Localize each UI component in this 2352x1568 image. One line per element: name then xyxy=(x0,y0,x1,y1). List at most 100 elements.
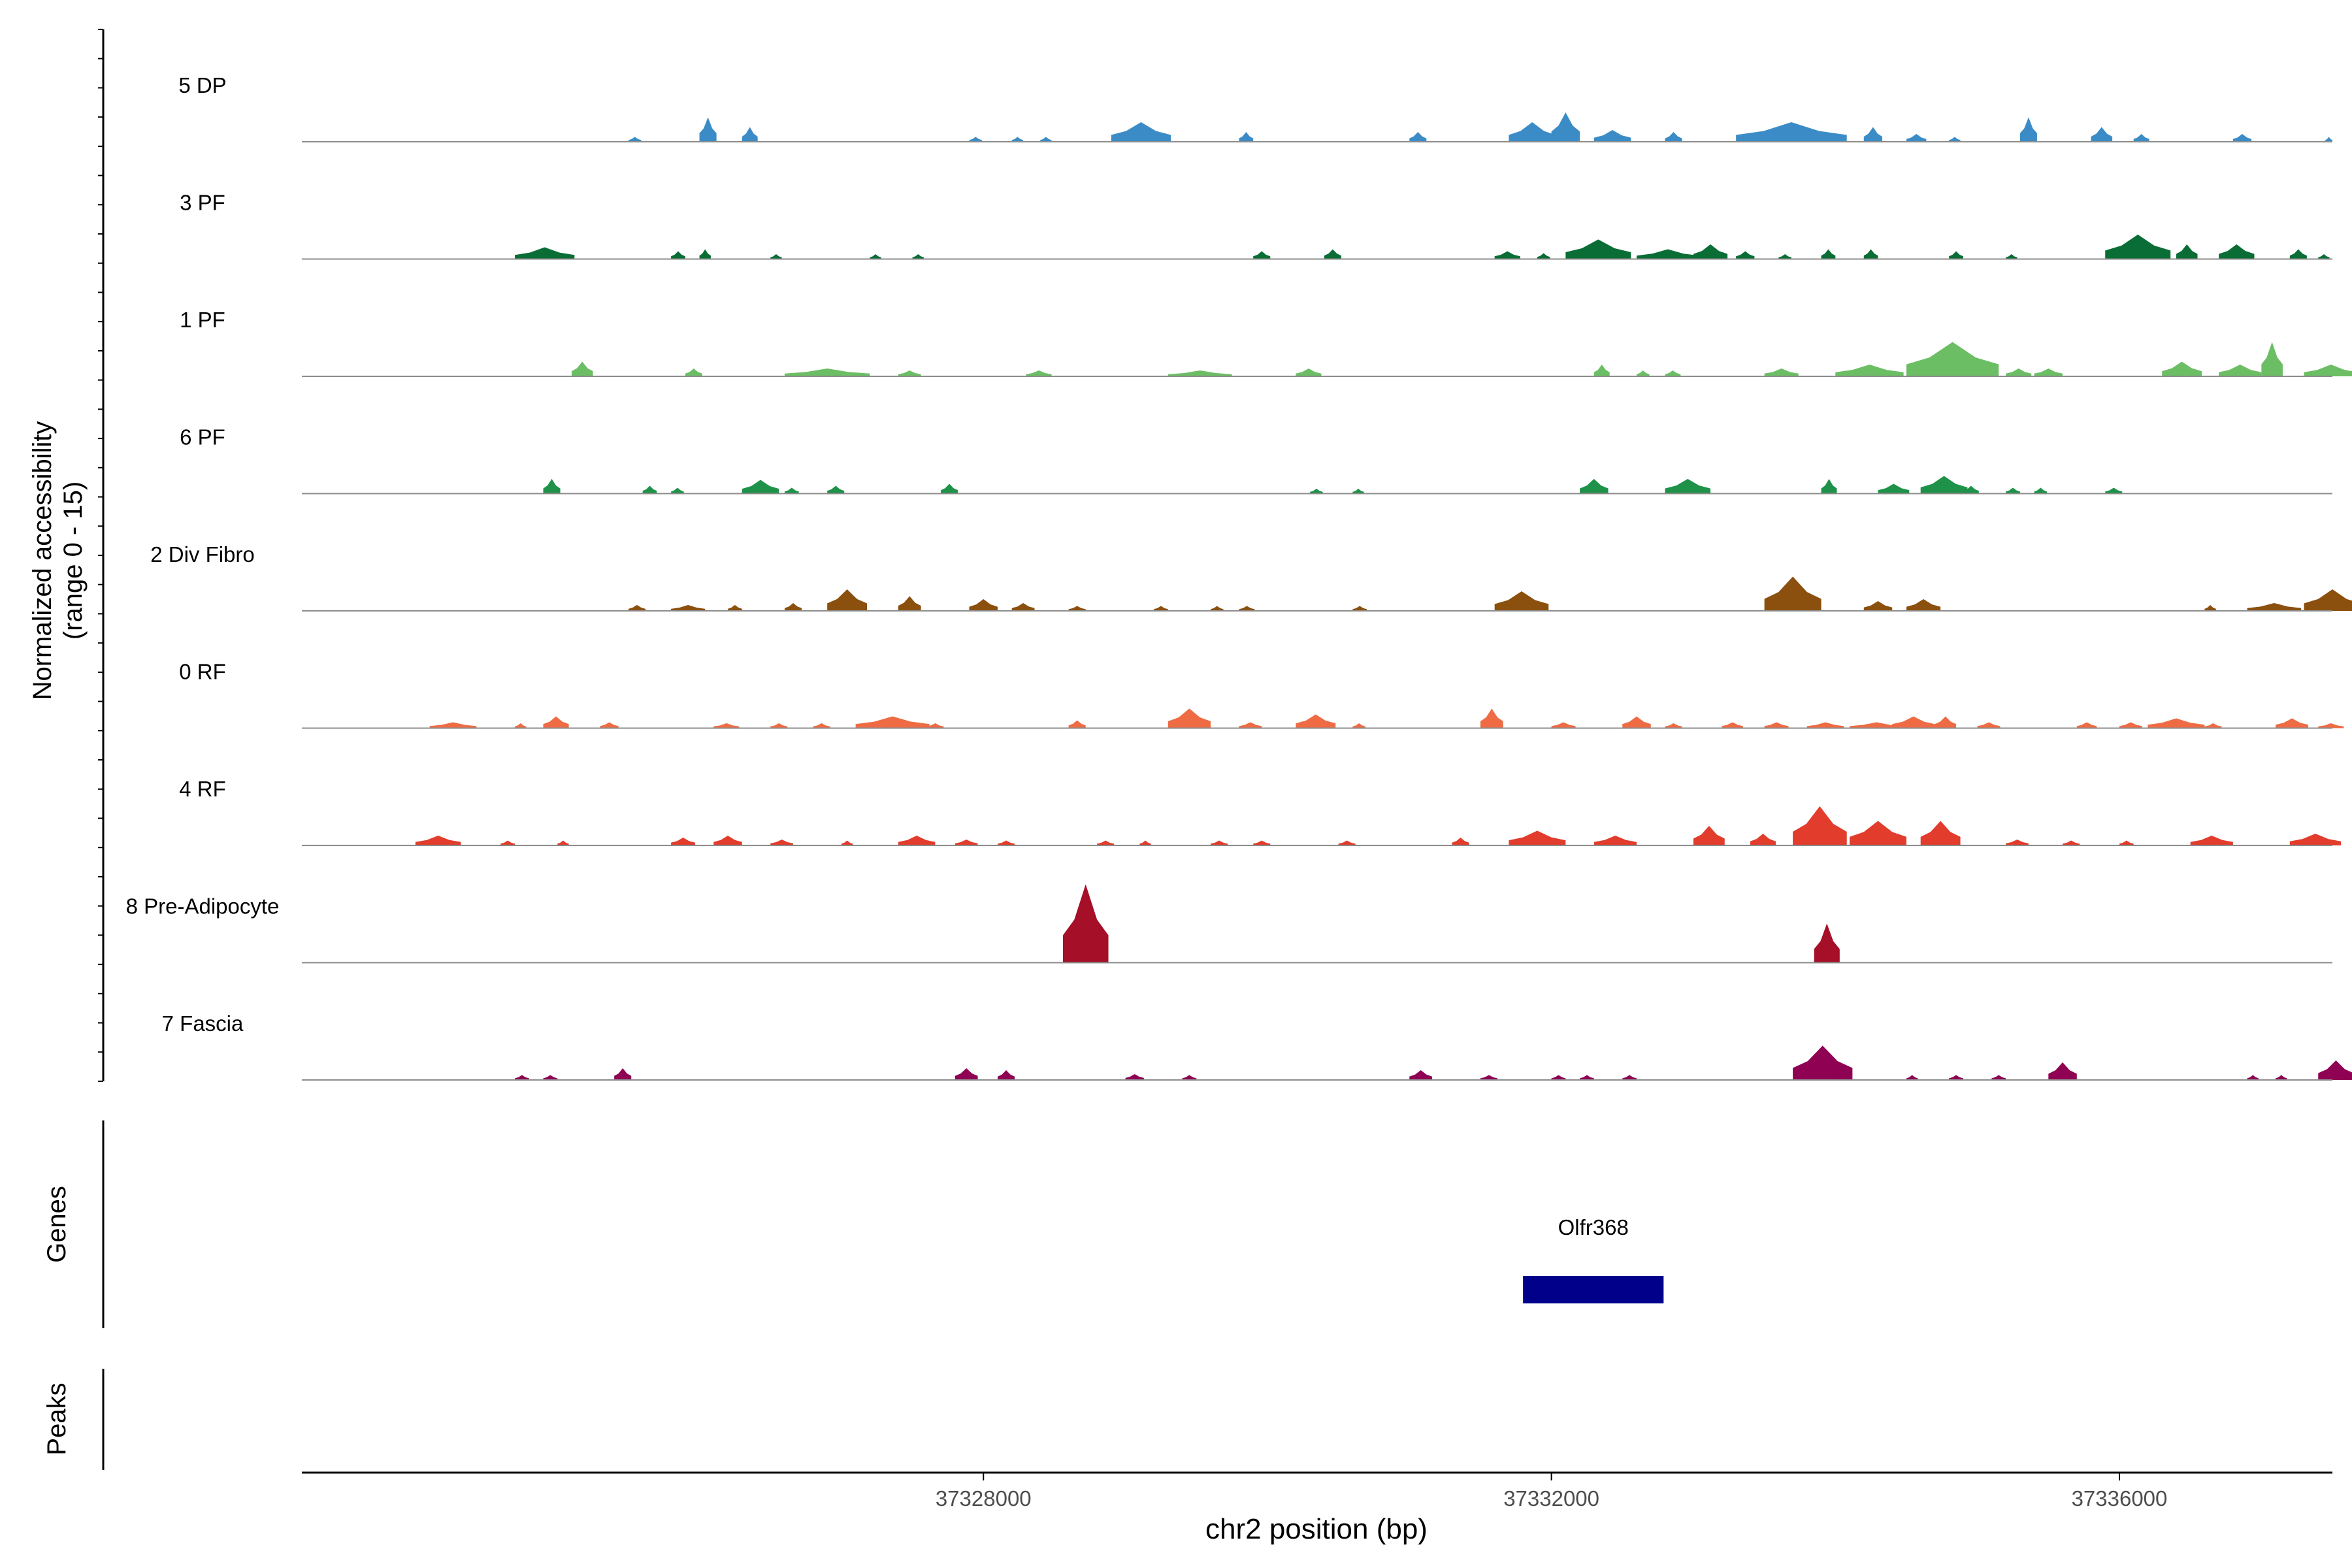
coverage-peak xyxy=(2119,840,2134,845)
coverage-peak xyxy=(571,361,593,376)
coverage-peak xyxy=(543,716,569,728)
coverage-peak xyxy=(1593,130,1631,142)
coverage-peak xyxy=(671,251,685,259)
coverage-peak xyxy=(1821,479,1837,494)
coverage-peak xyxy=(1892,716,1935,728)
track-3-pf: 3 PF xyxy=(180,191,2332,260)
coverage-peak xyxy=(2219,244,2255,259)
coverage-peak xyxy=(713,723,740,728)
coverage-peak xyxy=(2261,342,2283,376)
coverage-peak xyxy=(699,249,711,259)
coverage-peak xyxy=(1835,1070,1850,1080)
coverage-peak xyxy=(2006,840,2029,845)
coverage-peak xyxy=(557,840,569,845)
coverage-peak xyxy=(614,1068,632,1080)
coverage-peak xyxy=(515,723,527,728)
coverage-peak xyxy=(2318,1060,2352,1080)
coverage-peak xyxy=(2119,722,2142,728)
coverage-peak xyxy=(2162,361,2202,376)
coverage-peak xyxy=(1693,244,1728,259)
coverage-peak xyxy=(429,722,477,728)
coverage-peak xyxy=(1806,722,1844,728)
coverage-peak xyxy=(1565,239,1631,259)
coverage-peak xyxy=(1551,1075,1566,1080)
coverage-peak xyxy=(1239,606,1255,611)
coverage-peak xyxy=(1062,884,1109,963)
coverage-peak xyxy=(1182,1075,1197,1080)
coverage-peak xyxy=(1480,1075,1498,1080)
coverage-peak xyxy=(1125,1074,1144,1080)
coverage-peak xyxy=(898,836,936,845)
coverage-peak xyxy=(1693,826,1725,845)
coverage-peak xyxy=(1863,601,1893,611)
coverage-peak xyxy=(1494,591,1549,611)
coverage-peak xyxy=(2148,718,2205,728)
coverage-peak xyxy=(813,723,830,728)
coverage-peak xyxy=(898,596,921,611)
coverage-peak xyxy=(2034,368,2063,376)
coverage-peak xyxy=(2204,723,2222,728)
gene-label: Olfr368 xyxy=(1558,1215,1629,1239)
track-8-pre-adipocyte: 8 Pre-Adipocyte xyxy=(126,884,2332,964)
coverage-peak xyxy=(784,368,870,376)
coverage-peak xyxy=(628,605,645,611)
coverage-peak xyxy=(1239,722,1262,728)
coverage-peak xyxy=(1906,134,1927,142)
coverage-peak xyxy=(2133,134,2149,142)
coverage-peak xyxy=(1906,599,1941,611)
coverage-peak xyxy=(1991,1075,2006,1080)
coverage-peak xyxy=(1622,1075,1637,1080)
coverage-peak xyxy=(699,117,717,142)
coverage-peak xyxy=(515,1075,529,1080)
coverage-peak xyxy=(1210,840,1228,845)
coverage-peak xyxy=(1764,576,1821,611)
coverage-peak xyxy=(1310,489,1323,494)
coverage-peak xyxy=(628,137,642,142)
track-5-dp: 5 DP xyxy=(178,73,2332,142)
track-0-rf: 0 RF xyxy=(179,660,2344,729)
coverage-peak xyxy=(784,603,802,611)
y-axis-ticks xyxy=(98,29,103,1082)
coverage-peak xyxy=(997,1070,1015,1080)
y-axis-label-line1: Normalized accessibility xyxy=(28,421,57,700)
coverage-peak xyxy=(2289,834,2342,845)
coverage-peak xyxy=(2318,254,2330,259)
coverage-peak xyxy=(770,723,788,728)
coverage-peak xyxy=(600,722,619,728)
track-label: 6 PF xyxy=(180,425,225,449)
coverage-peak xyxy=(770,254,782,259)
coverage-peak xyxy=(1253,251,1271,259)
coverage-peak xyxy=(671,838,696,845)
y-axis-label-line2: (range 0 - 15) xyxy=(59,482,88,640)
coverage-peak xyxy=(2289,249,2307,259)
coverage-peak xyxy=(841,840,853,845)
x-tick-label: 37328000 xyxy=(936,1486,1032,1511)
coverage-peak xyxy=(1622,716,1651,728)
coverage-peak xyxy=(1210,606,1224,611)
coverage-peak xyxy=(1026,370,1052,376)
coverage-peak xyxy=(1665,370,1681,376)
coverage-peak xyxy=(2034,487,2048,494)
coverage-peak xyxy=(2276,1075,2287,1080)
coverage-peak xyxy=(969,599,998,611)
coverage-peak xyxy=(941,483,958,494)
track-label: 2 Div Fibro xyxy=(150,542,255,566)
coverage-peak xyxy=(1821,249,1836,259)
track-label: 0 RF xyxy=(179,660,226,684)
coverage-peak xyxy=(642,485,657,494)
coverage-peak xyxy=(2006,487,2020,494)
coverage-peak xyxy=(1352,723,1365,728)
coverage-peak xyxy=(500,840,515,845)
x-axis-label: chr2 position (bp) xyxy=(1205,1513,1428,1545)
coverage-peak xyxy=(1878,483,1910,494)
coverage-peak xyxy=(1580,1075,1594,1080)
coverage-peak xyxy=(2063,840,2080,845)
coverage-peak xyxy=(742,480,779,494)
coverage-peak xyxy=(2190,836,2233,845)
coverage-peak xyxy=(1324,249,1341,259)
coverage-peak xyxy=(2076,722,2097,728)
coverage-peak xyxy=(2006,368,2032,376)
coverage-peak xyxy=(1040,137,1052,142)
coverage-peak xyxy=(1764,722,1789,728)
coverage-peak xyxy=(784,487,799,494)
